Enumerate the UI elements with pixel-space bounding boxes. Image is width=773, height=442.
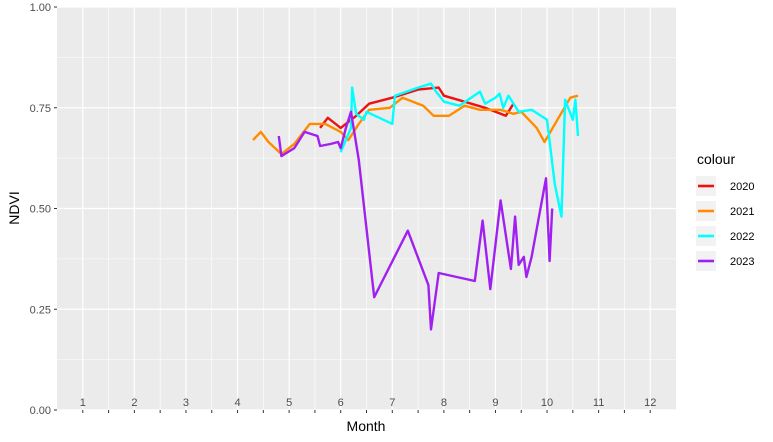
y-axis: 0.00 0.25 0.50 0.75 1.00 [30, 2, 57, 417]
x-tick-label: 6 [338, 397, 344, 409]
y-tick-label: 0.75 [30, 103, 51, 115]
series-line-2022 [339, 82, 580, 218]
legend-label-2022: 2022 [730, 231, 754, 243]
x-tick-label: 11 [593, 397, 604, 409]
x-tick-label: 8 [441, 397, 447, 409]
legend-label-2023: 2023 [730, 256, 754, 268]
x-tick-label: 2 [131, 397, 137, 409]
y-tick-label: 0.25 [30, 304, 51, 316]
y-axis-title: NDVI [6, 191, 22, 224]
series-lines [252, 82, 580, 331]
y-tick-label: 1.00 [30, 2, 51, 14]
legend-title: colour [697, 151, 735, 167]
legend: colour 2020 2021 2022 2023 [696, 151, 754, 271]
x-tick-label: 12 [644, 397, 656, 409]
y-tick-label: 0.00 [30, 405, 51, 417]
x-tick-label: 3 [183, 397, 189, 409]
series-line-2021 [252, 94, 579, 156]
legend-label-2020: 2020 [730, 181, 754, 193]
series-line-2020 [319, 86, 515, 130]
x-tick-label: 5 [286, 397, 292, 409]
x-tick-label: 10 [541, 397, 553, 409]
x-tick-label: 1 [80, 397, 86, 409]
legend-label-2021: 2021 [730, 206, 754, 218]
y-tick-label: 0.50 [30, 204, 51, 216]
x-axis-title: Month [347, 418, 386, 434]
x-tick-label: 4 [234, 397, 240, 409]
series-line-2023 [277, 110, 554, 331]
x-tick-label: 9 [492, 397, 498, 409]
x-axis: 1 2 3 4 5 6 7 8 9 10 11 12 [80, 397, 656, 413]
x-tick-label: 7 [389, 397, 395, 409]
